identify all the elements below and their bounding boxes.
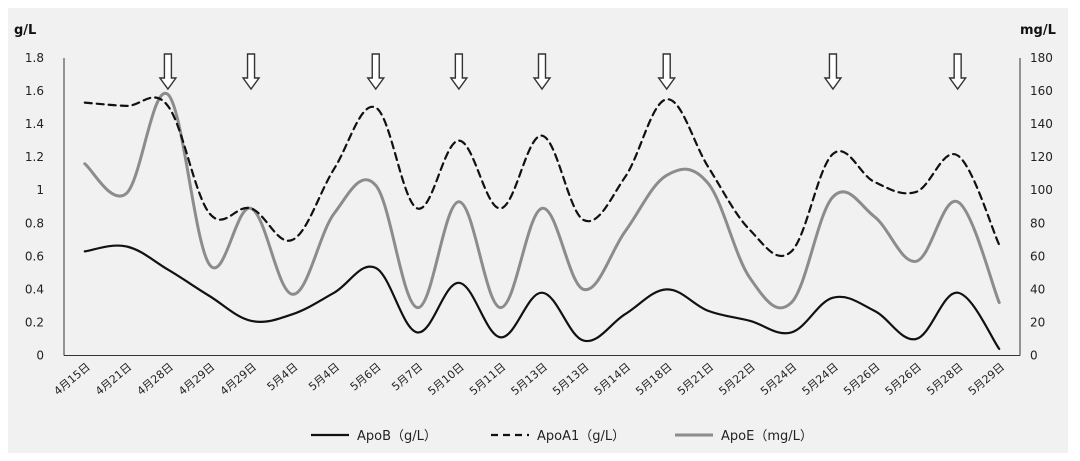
x-tick-label: 5月4日 — [265, 360, 301, 393]
y-left-tick-label: 0.4 — [25, 282, 44, 296]
y-right-tick-label: 60 — [1030, 249, 1045, 263]
y-right-tick-label: 160 — [1030, 84, 1053, 98]
x-tick-label: 5月6日 — [348, 360, 384, 393]
x-tick-label: 4月28日 — [135, 360, 176, 398]
y-left-tick-label: 1.8 — [25, 51, 44, 65]
down-arrow-marker — [657, 53, 677, 91]
x-ticks: 4月15日 4月21日 4月28日 4月29日 4月29日 5月4日 5月4日 5月6日 5月7… — [51, 360, 1007, 398]
y-right-tick-label: 180 — [1030, 51, 1053, 65]
x-tick-label: 5月4日 — [306, 360, 342, 393]
x-tick-label: 5月29日 — [966, 360, 1007, 398]
series-line-apobgl — [83, 244, 1001, 350]
x-tick-label: 5月24日 — [758, 360, 799, 398]
x-tick-label: 5月22日 — [716, 360, 757, 398]
y-left-tick-label: 0.6 — [25, 249, 44, 263]
x-tick-label: 5月14日 — [592, 360, 633, 398]
legend-label-3: ApoE（mg/L） — [721, 429, 813, 444]
y-right-tick-label: 100 — [1030, 183, 1053, 197]
y-left-tick-label: 1 — [36, 183, 44, 197]
series-lines — [83, 91, 1001, 350]
series-line-apoemgl — [83, 91, 1001, 310]
x-tick-label: 5月11日 — [467, 360, 508, 398]
down-arrow-marker — [241, 53, 261, 91]
y-right-tick-label: 120 — [1030, 150, 1053, 164]
y-left-unit: g/L — [14, 23, 36, 38]
y-left-tick-label: 1.4 — [25, 117, 44, 131]
x-tick-label: 4月15日 — [51, 360, 92, 398]
x-tick-label: 5月26日 — [841, 360, 882, 398]
x-tick-label: 5月21日 — [675, 360, 716, 398]
x-tick-label: 4月29日 — [218, 360, 259, 398]
down-arrow-marker — [823, 53, 843, 91]
x-tick-label: 5月10日 — [426, 360, 467, 398]
y-right-tick-label: 140 — [1030, 117, 1053, 131]
chart-frame: g/L mg/L 0 0.2 0.4 0.6 0.8 1 1.2 1.4 1.6 1.8 0 20 4… — [8, 8, 1068, 453]
x-tick-label: 5月13日 — [550, 360, 591, 398]
x-tick-label: 4月29日 — [176, 360, 217, 398]
legend: ApoB（g/L） ApoA1（g/L） ApoE（mg/L） — [311, 429, 813, 444]
y-left-tick-label: 0 — [36, 349, 44, 363]
down-arrow-marker — [158, 53, 178, 91]
y-right-tick-label: 80 — [1030, 216, 1045, 230]
x-tick-label: 5月7日 — [389, 360, 425, 393]
down-arrow-marker — [449, 53, 469, 91]
down-arrow-marker — [366, 53, 386, 91]
x-tick-label: 5月28日 — [924, 360, 965, 398]
y-right-tick-label: 40 — [1030, 282, 1045, 296]
down-arrow-marker — [948, 53, 968, 91]
y-left-tick-label: 0.2 — [25, 315, 44, 329]
y-left-tick-label: 1.2 — [25, 150, 44, 164]
y-right-tick-label: 20 — [1030, 315, 1045, 329]
down-arrow-marker — [532, 53, 552, 91]
y-left-tick-label: 0.8 — [25, 216, 44, 230]
x-tick-label: 4月21日 — [93, 360, 134, 398]
y-right-unit: mg/L — [1020, 23, 1056, 38]
x-tick-label: 5月26日 — [883, 360, 924, 398]
y-right-ticks: 0 20 40 60 80 100 120 140 160 180 — [1030, 51, 1053, 363]
arrow-markers — [158, 53, 968, 91]
series-line-apoa1gl — [83, 96, 1001, 258]
y-left-tick-label: 1.6 — [25, 84, 44, 98]
x-tick-label: 5月13日 — [509, 360, 550, 398]
x-tick-label: 5月24日 — [800, 360, 841, 398]
x-tick-label: 5月18日 — [633, 360, 674, 398]
y-left-ticks: 0 0.2 0.4 0.6 0.8 1 1.2 1.4 1.6 1.8 — [25, 51, 44, 363]
legend-label-1: ApoB（g/L） — [357, 429, 437, 444]
y-right-tick-label: 0 — [1030, 349, 1038, 363]
legend-label-2: ApoA1（g/L） — [537, 429, 625, 444]
line-chart: g/L mg/L 0 0.2 0.4 0.6 0.8 1 1.2 1.4 1.6 1.8 0 20 4… — [14, 23, 1056, 444]
